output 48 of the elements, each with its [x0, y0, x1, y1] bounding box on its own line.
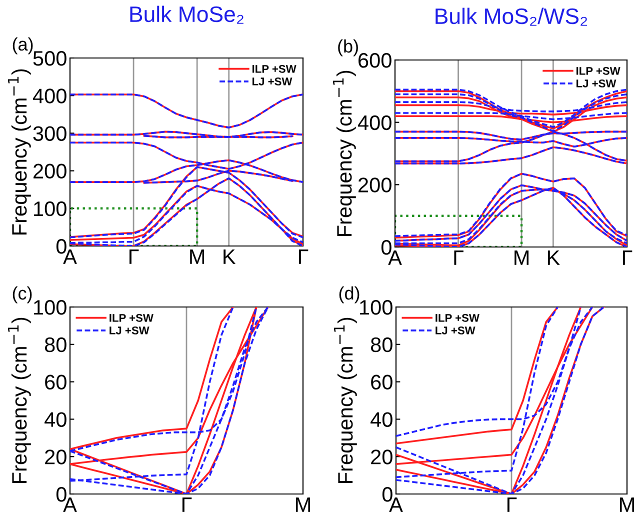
legend-label: LJ +SW [252, 78, 292, 86]
y-tick-label: 100 [34, 300, 66, 315]
x-tick-label: M [296, 498, 310, 512]
y-tick-label: 200 [34, 164, 66, 179]
legend-label: LJ +SW [436, 326, 476, 334]
y-tick-label: 100 [34, 201, 66, 216]
y-tick-label: 40 [44, 412, 66, 427]
chart-title: Bulk MoS₂/WS₂ [436, 8, 588, 26]
y-axis-title: Frequency (cm$^{−1}$) [334, 318, 357, 483]
x-tick-label: K [548, 250, 560, 265]
y-tick-label: 600 [358, 53, 392, 68]
text: (c) [12, 286, 32, 304]
y-tick-label: 400 [358, 115, 392, 130]
legend-label: LJ +SW [110, 326, 150, 334]
y-tick-label: 20 [45, 450, 66, 464]
legend-label: ILP +SW [110, 314, 154, 322]
legend-label: ILP +SW [436, 314, 480, 322]
x-tick-label: K [224, 250, 236, 264]
y-tick-label: 400 [32, 88, 66, 104]
y-tick-label: 60 [45, 374, 66, 390]
y-tick-label: 80 [370, 337, 392, 352]
y-axis-title: Frequency (cm$^{−1}$) [8, 69, 31, 234]
x-tick-label: M [620, 498, 634, 512]
y-tick-label: 200 [358, 178, 392, 192]
x-tick-label: Γ [130, 250, 139, 264]
x-tick-label: M [190, 250, 204, 264]
legend-label: ILP +SW [576, 66, 620, 75]
text: (d) [339, 286, 360, 304]
y-tick-label: 300 [33, 126, 66, 141]
chart-title: Bulk MoSe₂ [130, 6, 244, 24]
legend-label: ILP +SW [252, 64, 296, 73]
y-axis-title: Frequency (cm$^{−1}$) [8, 318, 31, 483]
x-tick-label: Γ [182, 498, 192, 512]
legend-label: LJ +SW [576, 80, 616, 88]
x-tick-label: Γ [507, 498, 517, 512]
y-axis-title: Frequency (cm$^{−1}$) [332, 70, 356, 236]
x-tick-label: Γ [298, 250, 308, 264]
x-tick-label: M [514, 250, 529, 265]
x-tick-label: Γ [622, 250, 632, 265]
y-tick-label: 80 [44, 337, 66, 352]
y-tick-label: 60 [371, 374, 392, 390]
y-tick-label: 100 [360, 300, 392, 315]
text: (a) [12, 37, 33, 54]
x-tick-label: Γ [454, 250, 464, 265]
y-tick-label: 20 [371, 450, 392, 464]
y-tick-label: 500 [33, 51, 66, 66]
y-tick-label: 40 [370, 412, 392, 427]
text: (b) [338, 39, 358, 56]
